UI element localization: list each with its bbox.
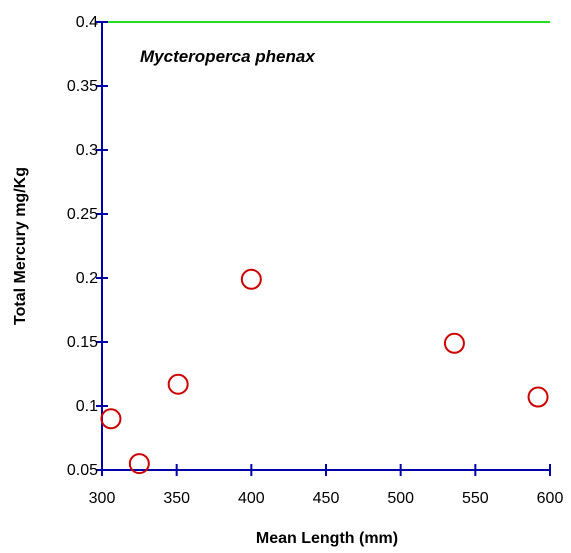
y-tick-label: 0.4 [76, 14, 98, 31]
x-axis-title: Mean Length (mm) [256, 530, 398, 547]
axes [101, 22, 550, 471]
x-tick-label: 400 [238, 490, 265, 507]
x-tick-label: 350 [163, 490, 190, 507]
data-point [167, 373, 189, 395]
x-tick-label: 600 [537, 490, 564, 507]
ticks: 300 350 400 450 500 550 600 0.05 0.1 0.15 0.2 0.25 0… [67, 14, 564, 507]
y-tick-label: 0.15 [67, 334, 98, 351]
x-tick-label: 450 [313, 490, 340, 507]
y-tick-label: 0.3 [76, 142, 98, 159]
y-tick-label: 0.25 [67, 206, 98, 223]
y-tick-label: 0.35 [67, 78, 98, 95]
y-axis-title: Total Mercury mg/Kg [12, 167, 29, 325]
y-tick-label: 0.05 [67, 462, 98, 479]
data-point [443, 332, 465, 354]
x-tick-label: 300 [89, 490, 116, 507]
y-tick-label: 0.1 [76, 398, 98, 415]
species-annotation: Mycteroperca phenax [140, 47, 316, 66]
y-tick-label: 0.2 [76, 270, 98, 287]
data-points [100, 268, 549, 475]
data-point [128, 453, 150, 475]
data-point [527, 386, 549, 408]
data-point [100, 408, 122, 430]
x-tick-label: 550 [462, 490, 489, 507]
x-tick-label: 500 [387, 490, 414, 507]
data-point [240, 268, 262, 290]
